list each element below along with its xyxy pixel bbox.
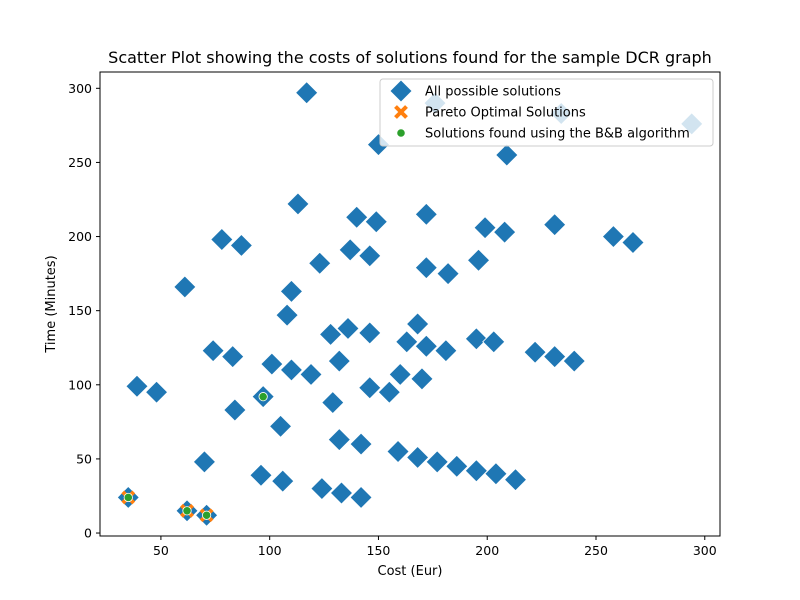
x-axis: 50 100 150 200 250 300 bbox=[153, 536, 717, 558]
legend-label-series-2: Pareto Optimal Solutions bbox=[425, 106, 586, 121]
scatter-point-series-1 bbox=[358, 376, 382, 400]
scatter-point-series-1 bbox=[358, 244, 382, 268]
scatter-point-series-1 bbox=[286, 192, 310, 216]
scatter-point-series-1 bbox=[327, 349, 351, 373]
scatter-point-series-1 bbox=[345, 205, 369, 229]
scatter-point-series-1 bbox=[329, 481, 354, 505]
scatter-point-series-1 bbox=[414, 334, 438, 358]
x-tick-label: 50 bbox=[153, 543, 169, 558]
legend-marker-series-3 bbox=[396, 128, 406, 138]
legend-marker-series-1 bbox=[389, 79, 413, 103]
scatter-point-series-1 bbox=[621, 230, 645, 255]
scatter-point-series-1 bbox=[464, 459, 488, 483]
scatter-point-series-1 bbox=[173, 275, 197, 299]
scatter-point-series-1 bbox=[386, 439, 410, 464]
scatter-point-series-1 bbox=[364, 210, 388, 234]
scatter-point-series-1 bbox=[295, 81, 319, 105]
scatter-point-series-1 bbox=[464, 327, 488, 351]
scatter-point-series-1 bbox=[495, 143, 519, 167]
scatter-point-series-1 bbox=[414, 202, 438, 226]
scatter-point-series-1 bbox=[192, 450, 216, 474]
scatter-point-series-1 bbox=[275, 303, 299, 327]
scatter-point-series-1 bbox=[388, 362, 412, 386]
scatter-point-series-1 bbox=[503, 468, 528, 492]
y-axis-label: Time (Minutes) bbox=[44, 255, 59, 353]
x-tick-label: 250 bbox=[584, 543, 608, 558]
scatter-point-series-3 bbox=[123, 492, 133, 503]
scatter-point-series-1 bbox=[144, 380, 169, 404]
plot-frame bbox=[99, 71, 721, 537]
scatter-point-series-1 bbox=[523, 340, 547, 364]
chart-title: Scatter Plot showing the costs of soluti… bbox=[108, 48, 712, 67]
scatter-point-series-1 bbox=[406, 312, 430, 336]
scatter-point-series-1 bbox=[279, 279, 304, 303]
y-tick-label: 250 bbox=[68, 155, 92, 170]
scatter-point-series-1 bbox=[308, 251, 332, 275]
y-tick-label: 200 bbox=[68, 229, 92, 244]
scatter-point-series-1 bbox=[349, 485, 373, 510]
scatter-point-series-1 bbox=[221, 345, 245, 369]
points-layer bbox=[116, 81, 704, 527]
legend-marker-series-2 bbox=[394, 105, 408, 119]
scatter-point-series-1 bbox=[434, 339, 458, 363]
y-tick-label: 150 bbox=[68, 303, 92, 318]
scatter-point-series-1 bbox=[279, 358, 304, 382]
scatter-point-series-1 bbox=[358, 321, 382, 345]
scatter-point-series-1 bbox=[395, 330, 419, 354]
scatter-point-series-1 bbox=[377, 380, 401, 404]
legend-label-series-3: Solutions found using the B&B algorithm bbox=[425, 127, 690, 142]
scatter-point-series-1 bbox=[436, 262, 460, 286]
x-tick-label: 150 bbox=[367, 543, 391, 558]
x-tick-label: 300 bbox=[693, 543, 717, 558]
y-tick-label: 100 bbox=[68, 377, 92, 392]
scatter-point-series-3 bbox=[182, 506, 192, 516]
x-tick-label: 200 bbox=[475, 543, 499, 558]
scatter-point-series-1 bbox=[482, 330, 506, 354]
y-tick-label: 0 bbox=[84, 526, 92, 541]
scatter-point-series-1 bbox=[260, 352, 284, 376]
scatter-point-series-1 bbox=[299, 362, 323, 386]
scatter-point-series-1 bbox=[543, 345, 567, 369]
y-tick-label: 300 bbox=[68, 81, 92, 96]
scatter-point-series-1 bbox=[319, 322, 343, 346]
scatter-point-series-1 bbox=[543, 213, 567, 237]
scatter-point-series-1 bbox=[201, 339, 225, 363]
scatter-point-series-1 bbox=[229, 233, 253, 258]
scatter-point-series-1 bbox=[310, 476, 334, 501]
scatter-point-series-1 bbox=[562, 349, 586, 373]
legend-box bbox=[379, 78, 714, 147]
scatter-point-series-1 bbox=[406, 445, 430, 469]
scatter-point-series-1 bbox=[125, 374, 149, 398]
scatter-point-series-1 bbox=[321, 391, 345, 415]
scatter-point-series-3 bbox=[258, 392, 268, 402]
scatter-point-series-1 bbox=[445, 454, 469, 478]
scatter-point-series-1 bbox=[410, 367, 434, 391]
scatter-point-series-1 bbox=[466, 248, 491, 272]
scatter-point-series-1 bbox=[271, 469, 295, 493]
scatter-point-series-1 bbox=[268, 414, 293, 438]
scatter-point-series-1 bbox=[349, 432, 373, 456]
x-axis-label: Cost (Eur) bbox=[378, 564, 443, 579]
scatter-point-series-1 bbox=[327, 428, 351, 452]
scatter-point-series-1 bbox=[414, 256, 438, 280]
scatter-point-series-1 bbox=[338, 238, 362, 262]
scatter-point-series-1 bbox=[484, 462, 508, 486]
scatter-point-series-1 bbox=[223, 398, 247, 422]
y-axis: 0 50 100 150 200 250 300 bbox=[68, 81, 100, 541]
legend-label-series-1: All possible solutions bbox=[425, 85, 561, 100]
scatter-point-series-1 bbox=[336, 316, 360, 341]
scatter-point-series-1 bbox=[425, 450, 449, 474]
scatter-point-series-1 bbox=[601, 224, 625, 249]
scatter-point-series-1 bbox=[249, 463, 273, 487]
scatter-point-series-3 bbox=[201, 510, 212, 520]
scatter-point-series-1 bbox=[473, 216, 497, 240]
x-tick-label: 100 bbox=[258, 543, 282, 558]
scatter-point-series-1 bbox=[493, 220, 517, 244]
legend: All possible solutions Pareto Optimal Sol… bbox=[379, 78, 714, 147]
y-tick-label: 50 bbox=[76, 451, 92, 466]
scatter-point-series-1 bbox=[210, 227, 234, 252]
